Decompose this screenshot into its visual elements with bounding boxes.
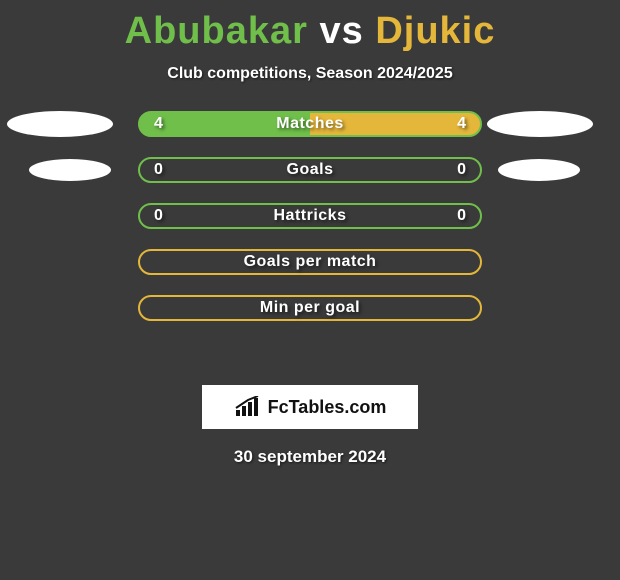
stat-label: Goals per match: [244, 253, 377, 271]
stat-value-right: 0: [457, 207, 466, 225]
stat-value-right: 4: [457, 115, 466, 133]
player2-name: Djukic: [375, 10, 495, 52]
stat-row-hattricks: Hattricks 0 0: [138, 203, 482, 229]
stats-area: Matches 4 4 Goals 0 0 Hattricks 0 0 Goals per mat…: [0, 111, 620, 371]
comparison-title: Abubakar vs Djukic: [0, 0, 620, 53]
stat-row-goals: Goals 0 0: [138, 157, 482, 183]
stat-value-left: 4: [154, 115, 163, 133]
stat-value-right: 0: [457, 161, 466, 179]
player1-name: Abubakar: [125, 10, 308, 52]
player-marker-ellipse: [7, 111, 113, 137]
stat-label: Matches: [276, 115, 344, 133]
player-marker-ellipse: [498, 159, 580, 181]
stat-label: Goals: [287, 161, 334, 179]
player-marker-ellipse: [29, 159, 111, 181]
chart-icon: [234, 396, 262, 418]
stat-value-left: 0: [154, 161, 163, 179]
date-stamp: 30 september 2024: [0, 447, 620, 467]
stat-label: Hattricks: [274, 207, 347, 225]
subtitle: Club competitions, Season 2024/2025: [0, 65, 620, 83]
stat-row-min-per-goal: Min per goal: [138, 295, 482, 321]
stat-row-goals-per-match: Goals per match: [138, 249, 482, 275]
stat-rows: Matches 4 4 Goals 0 0 Hattricks 0 0 Goals per mat…: [138, 111, 482, 341]
vs-text: vs: [319, 10, 363, 52]
stat-row-matches: Matches 4 4: [138, 111, 482, 137]
player-marker-ellipse: [487, 111, 593, 137]
brand-text: FcTables.com: [268, 397, 387, 418]
stat-value-left: 0: [154, 207, 163, 225]
stat-label: Min per goal: [260, 299, 360, 317]
brand-box[interactable]: FcTables.com: [202, 385, 418, 429]
